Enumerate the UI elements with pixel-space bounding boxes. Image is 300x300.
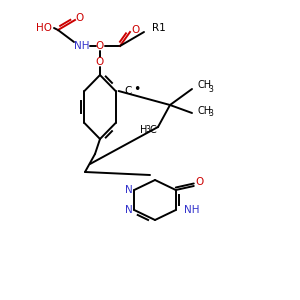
Text: 3: 3 <box>145 125 150 134</box>
Text: CH: CH <box>197 80 211 90</box>
Text: H: H <box>140 125 147 135</box>
Text: N: N <box>125 185 133 195</box>
Text: O: O <box>96 57 104 67</box>
Text: 3: 3 <box>208 85 213 94</box>
Text: NH: NH <box>184 205 199 215</box>
Text: N: N <box>125 205 133 215</box>
Text: C: C <box>149 125 156 135</box>
Text: 3: 3 <box>208 110 213 118</box>
Text: R1: R1 <box>152 23 166 33</box>
Text: O: O <box>96 41 104 51</box>
Text: •: • <box>134 83 141 97</box>
Text: C: C <box>124 86 131 96</box>
Text: HO: HO <box>36 23 52 33</box>
Text: O: O <box>196 177 204 187</box>
Text: CH: CH <box>197 106 211 116</box>
Text: O: O <box>131 25 139 35</box>
Text: O: O <box>76 13 84 23</box>
Text: NH: NH <box>74 41 90 51</box>
